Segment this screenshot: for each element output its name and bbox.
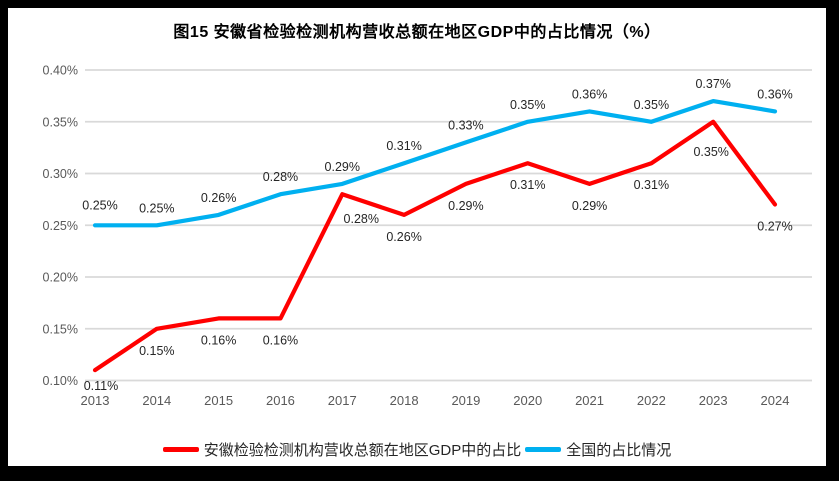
data-label: 0.25% [82,198,117,212]
legend-line-swatch [525,447,562,452]
data-label: 0.28% [344,212,379,226]
data-label: 0.37% [695,77,730,91]
xtick-label: 2014 [142,393,171,408]
data-label: 0.29% [572,199,607,213]
ytick-label: 0.35% [43,115,78,129]
ytick-label: 0.10% [43,374,78,388]
ytick-label: 0.20% [43,271,78,285]
legend-line-swatch [162,447,199,452]
data-label: 0.33% [448,118,483,132]
data-label: 0.29% [325,160,360,174]
series-labels-1: 0.25% 0.25% 0.26% 0.28% 0.29% 0.31% 0.33% 0.35%… [82,77,792,215]
xtick-label: 2017 [328,393,357,408]
xtick-label: 2015 [204,393,233,408]
legend-label: 安徽检验检测机构营收总额在地区GDP中的占比 [203,442,522,459]
data-label: 0.11% [84,379,119,393]
series-labels-0: 0.11% 0.15% 0.16% 0.16% 0.28% 0.26% 0.29% 0.31%… [84,145,793,393]
ytick-label: 0.15% [43,322,78,336]
y-axis-labels: 0.10% 0.15% 0.20% 0.25% 0.30% 0.35% 0.40% [43,64,78,389]
x-axis-labels: 2013 2014 2015 2016 2017 2018 2019 2020 2021 2022… [81,393,790,408]
data-label: 0.26% [386,230,421,244]
ytick-label: 0.30% [43,167,78,181]
data-label: 0.29% [448,199,483,213]
xtick-label: 2023 [699,393,728,408]
line-chart: 0.10%0.15%0.20%0.25%0.30%0.35%0.40%2013 2… [43,64,812,408]
data-label: 0.36% [757,87,792,101]
gridlines [85,69,812,382]
data-label: 0.35% [510,98,545,112]
xtick-label: 2016 [266,393,295,408]
xtick-label: 2018 [390,393,419,408]
data-label: 0.26% [201,191,236,205]
data-label: 0.35% [634,98,669,112]
ytick-label: 0.25% [43,219,78,233]
chart-container: 图15 安徽省检验检测机构营收总额在地区GDP中的占比情况（%） 0.10% 0.… [8,8,826,466]
series-1 [92,98,778,228]
xtick-label: 2024 [761,393,790,408]
xtick-label: 2020 [513,393,542,408]
series-line-0 [92,119,778,373]
chart-title: 图15 安徽省检验检测机构营收总额在地区GDP中的占比情况（%） [173,24,661,41]
data-label: 0.16% [263,333,298,347]
xtick-label: 2021 [575,393,604,408]
data-label: 0.31% [510,178,545,192]
data-label: 0.36% [572,87,607,101]
data-label: 0.27% [757,220,792,234]
data-label: 0.31% [386,139,421,153]
data-label: 0.15% [139,344,174,358]
xtick-label: 2013 [81,393,110,408]
data-label: 0.31% [634,178,669,192]
data-label: 0.16% [201,333,236,347]
ytick-label: 0.40% [43,64,78,78]
data-label: 0.25% [139,201,174,215]
legend-item-0: 安徽检验检测机构营收总额在地区GDP中的占比 [162,439,522,460]
legend-item-1: 全国的占比情况 [525,439,671,460]
legend-label: 全国的占比情况 [566,442,672,459]
legend: 安徽检验检测机构营收总额在地区GDP中的占比 全国的占比情况 [8,439,826,460]
series-0 [92,119,778,373]
series-line-1 [92,98,778,228]
xtick-label: 2022 [637,393,666,408]
data-label: 0.28% [263,170,298,184]
xtick-label: 2019 [451,393,480,408]
data-label: 0.35% [693,145,728,159]
